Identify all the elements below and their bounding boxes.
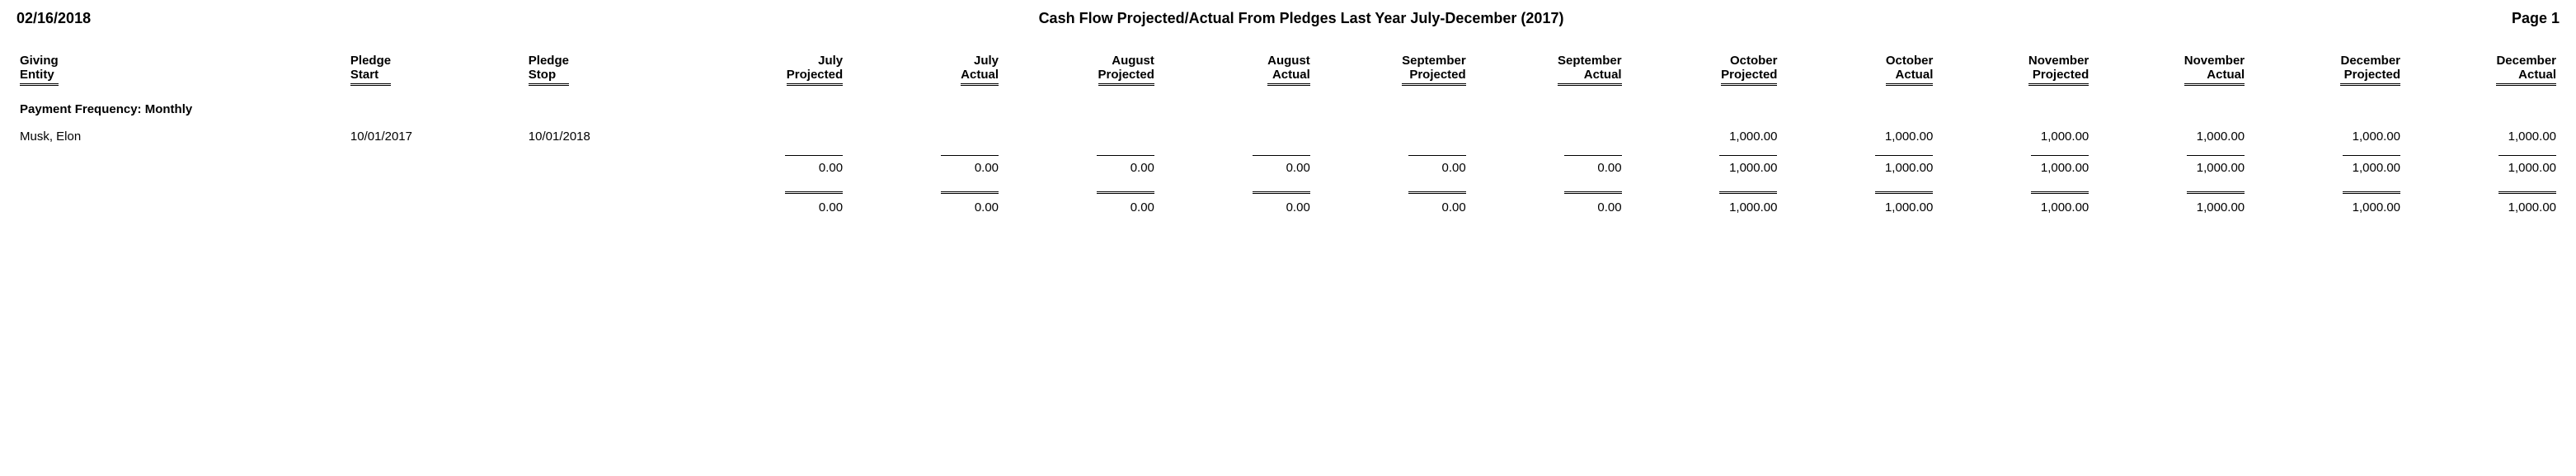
grand-sep-a: 0.00 bbox=[1469, 181, 1625, 218]
section-label: Payment Frequency: Monthly bbox=[16, 87, 2560, 125]
cell-dec-a: 1,000.00 bbox=[2404, 125, 2560, 148]
cell-aug-p bbox=[1002, 125, 1158, 148]
grand-aug-p: 0.00 bbox=[1002, 181, 1158, 218]
cell-sep-p bbox=[1314, 125, 1469, 148]
sub-oct-a: 1,000.00 bbox=[1780, 148, 1936, 181]
col-sep-actual: SeptemberActual bbox=[1469, 52, 1625, 87]
col-dec-projected: DecemberProjected bbox=[2248, 52, 2404, 87]
grand-dec-p: 1,000.00 bbox=[2248, 181, 2404, 218]
col-aug-projected: AugustProjected bbox=[1002, 52, 1158, 87]
grand-nov-a: 1,000.00 bbox=[2092, 181, 2248, 218]
col-oct-actual: OctoberActual bbox=[1780, 52, 1936, 87]
col-oct-projected: OctoberProjected bbox=[1625, 52, 1781, 87]
col-nov-actual: NovemberActual bbox=[2092, 52, 2248, 87]
grand-oct-a: 1,000.00 bbox=[1780, 181, 1936, 218]
cell-jul-a bbox=[846, 125, 1002, 148]
grand-jul-a: 0.00 bbox=[846, 181, 1002, 218]
sub-aug-a: 0.00 bbox=[1158, 148, 1314, 181]
sub-nov-a: 1,000.00 bbox=[2092, 148, 2248, 181]
cell-oct-a: 1,000.00 bbox=[1780, 125, 1936, 148]
cell-oct-p: 1,000.00 bbox=[1625, 125, 1781, 148]
grand-nov-p: 1,000.00 bbox=[1936, 181, 2092, 218]
grand-jul-p: 0.00 bbox=[690, 181, 846, 218]
sub-jul-p: 0.00 bbox=[690, 148, 846, 181]
sub-aug-p: 0.00 bbox=[1002, 148, 1158, 181]
col-jul-actual: JulyActual bbox=[846, 52, 1002, 87]
col-dec-actual: DecemberActual bbox=[2404, 52, 2560, 87]
sub-jul-a: 0.00 bbox=[846, 148, 1002, 181]
grand-sep-p: 0.00 bbox=[1314, 181, 1469, 218]
report-table: GivingEntity PledgeStart PledgeStop July… bbox=[16, 52, 2560, 218]
grand-dec-a: 1,000.00 bbox=[2404, 181, 2560, 218]
col-stop: PledgeStop bbox=[525, 52, 690, 87]
sub-nov-p: 1,000.00 bbox=[1936, 148, 2092, 181]
report-header: 02/16/2018 Cash Flow Projected/Actual Fr… bbox=[16, 10, 2560, 27]
col-jul-projected: JulyProjected bbox=[690, 52, 846, 87]
report-title: Cash Flow Projected/Actual From Pledges … bbox=[91, 10, 2512, 27]
grand-total-row: 0.00 0.00 0.00 0.00 0.00 0.00 1,000.00 1… bbox=[16, 181, 2560, 218]
cell-start: 10/01/2017 bbox=[347, 125, 525, 148]
cell-entity: Musk, Elon bbox=[16, 125, 347, 148]
col-nov-projected: NovemberProjected bbox=[1936, 52, 2092, 87]
sub-sep-a: 0.00 bbox=[1469, 148, 1625, 181]
cell-nov-a: 1,000.00 bbox=[2092, 125, 2248, 148]
subtotal-row: 0.00 0.00 0.00 0.00 0.00 0.00 1,000.00 1… bbox=[16, 148, 2560, 181]
col-sep-projected: SeptemberProjected bbox=[1314, 52, 1469, 87]
grand-aug-a: 0.00 bbox=[1158, 181, 1314, 218]
sub-oct-p: 1,000.00 bbox=[1625, 148, 1781, 181]
col-start: PledgeStart bbox=[347, 52, 525, 87]
grand-oct-p: 1,000.00 bbox=[1625, 181, 1781, 218]
col-entity: GivingEntity bbox=[16, 52, 347, 87]
cell-aug-a bbox=[1158, 125, 1314, 148]
section-row: Payment Frequency: Monthly bbox=[16, 87, 2560, 125]
cell-nov-p: 1,000.00 bbox=[1936, 125, 2092, 148]
cell-jul-p bbox=[690, 125, 846, 148]
cell-sep-a bbox=[1469, 125, 1625, 148]
sub-sep-p: 0.00 bbox=[1314, 148, 1469, 181]
sub-dec-a: 1,000.00 bbox=[2404, 148, 2560, 181]
report-date: 02/16/2018 bbox=[16, 10, 91, 27]
cell-dec-p: 1,000.00 bbox=[2248, 125, 2404, 148]
col-aug-actual: AugustActual bbox=[1158, 52, 1314, 87]
table-header: GivingEntity PledgeStart PledgeStop July… bbox=[16, 52, 2560, 87]
table-row: Musk, Elon 10/01/2017 10/01/2018 1,000.0… bbox=[16, 125, 2560, 148]
report-page: Page 1 bbox=[2512, 10, 2560, 27]
sub-dec-p: 1,000.00 bbox=[2248, 148, 2404, 181]
cell-stop: 10/01/2018 bbox=[525, 125, 690, 148]
